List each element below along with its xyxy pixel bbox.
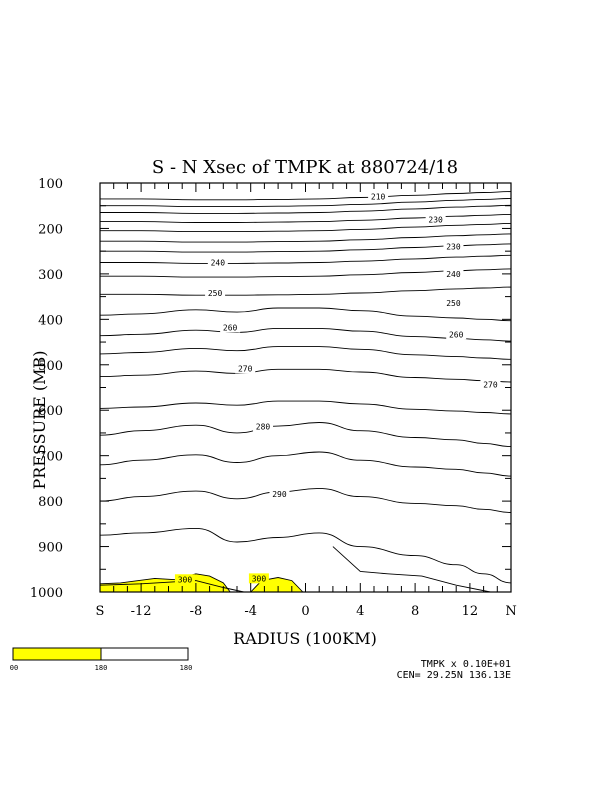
contour-label: 240	[446, 270, 461, 279]
y-axis-label: PRESSURE (MB)	[30, 350, 49, 489]
contour-label: 270	[238, 364, 253, 373]
x-tick-label: 8	[411, 604, 419, 619]
shaded-region	[99, 573, 232, 593]
isotherm-line	[100, 286, 512, 296]
colorbar: 00 180 180	[10, 647, 193, 672]
contour-label-bg	[205, 287, 226, 298]
colorbar-label-2: 180	[180, 664, 193, 672]
y-tick-label: 500	[38, 359, 63, 374]
contour-label-bg	[248, 573, 269, 584]
y-tick-label: 200	[38, 222, 63, 237]
y-tick-labels: 100 200 300 400 500 600 700 800 900 1000	[30, 177, 63, 601]
contour-label: 210	[371, 193, 386, 202]
x-tick-label: S	[96, 604, 105, 619]
y-tick-label: 1000	[30, 586, 63, 601]
warm-shading-layer	[99, 573, 304, 593]
contour-label: 260	[449, 330, 464, 339]
isotherm-line	[99, 400, 512, 415]
x-tick-label: -12	[131, 604, 152, 619]
isotherm-line	[99, 422, 512, 448]
footnote-scale: TMPK x 0.10E+01	[421, 659, 511, 670]
isotherm-line	[332, 546, 491, 593]
chart-title: S - N Xsec of TMPK at 880724/18	[152, 157, 458, 178]
contour-label: 250	[446, 299, 461, 308]
y-tick-label: 100	[38, 177, 63, 192]
x-tick-label: -8	[190, 604, 203, 619]
isotherm-line	[100, 222, 512, 233]
x-tick-label: -4	[244, 604, 257, 619]
isotherm-line	[99, 346, 512, 360]
isotherm-line	[99, 487, 512, 513]
contour-label: 300	[252, 574, 267, 583]
y-tick-label: 400	[38, 313, 63, 328]
x-axis-label: RADIUS (100KM)	[233, 629, 377, 648]
axis-ticks	[99, 182, 512, 593]
isotherm-line	[99, 233, 512, 243]
isotherm-line	[99, 451, 512, 477]
contour-label-bg	[425, 214, 446, 225]
isotherm-line	[99, 268, 512, 278]
contour-label: 230	[446, 243, 461, 252]
contour-label-bg	[269, 488, 290, 499]
contour-label-bg	[220, 322, 241, 333]
x-tick-label: N	[505, 604, 516, 619]
contour-label-bg	[443, 241, 464, 252]
contour-label-bg	[443, 297, 464, 308]
contour-label-bg	[446, 329, 467, 340]
colorbar-label-0: 00	[10, 664, 18, 672]
x-tick-label: 12	[462, 604, 479, 619]
contour-label-bg	[443, 268, 464, 279]
contour-label-bg	[207, 257, 228, 268]
colorbar-segment-yellow	[12, 647, 102, 661]
contour-labels: 210 230 230 240 240 250 250 260 260 270 270 280 290 3…	[174, 191, 501, 585]
isotherm-line	[99, 191, 512, 201]
x-tick-labels: S -12 -8 -4 0 4 8 12 N	[96, 604, 517, 619]
y-tick-label: 900	[38, 541, 63, 556]
colorbar-segment-white	[100, 647, 189, 661]
isotherm-line	[100, 254, 512, 264]
isotherm-line	[99, 307, 512, 322]
contour-label: 290	[272, 490, 287, 499]
contour-lines	[99, 191, 512, 593]
contour-label: 280	[256, 423, 271, 432]
isotherm-line	[99, 527, 512, 584]
isotherm-line	[99, 368, 512, 383]
contour-label-bg	[174, 574, 195, 585]
y-tick-label: 700	[38, 450, 63, 465]
x-tick-label: 4	[356, 604, 364, 619]
isotherm-line	[99, 243, 512, 253]
contour-label: 270	[483, 380, 498, 389]
contour-label-bg	[253, 421, 274, 432]
isotherm-line	[99, 204, 512, 214]
y-tick-label: 300	[38, 268, 63, 283]
contour-label-bg	[368, 191, 389, 202]
contour-label-bg	[480, 379, 501, 390]
contour-label: 260	[223, 324, 238, 333]
contour-label-bg	[235, 363, 256, 374]
contour-label: 300	[178, 575, 193, 584]
y-tick-label: 600	[38, 404, 63, 419]
contour-label: 230	[428, 215, 443, 224]
y-tick-label: 800	[38, 495, 63, 510]
contour-label: 240	[211, 259, 226, 268]
isotherm-line	[100, 213, 512, 223]
colorbar-label-1: 180	[95, 664, 108, 672]
contour-label: 250	[208, 289, 223, 298]
isotherm-line	[99, 580, 244, 593]
isotherm-line	[99, 198, 512, 208]
footnote-center: CEN= 29.25N 136.13E	[397, 670, 511, 681]
x-tick-label: 0	[301, 604, 309, 619]
